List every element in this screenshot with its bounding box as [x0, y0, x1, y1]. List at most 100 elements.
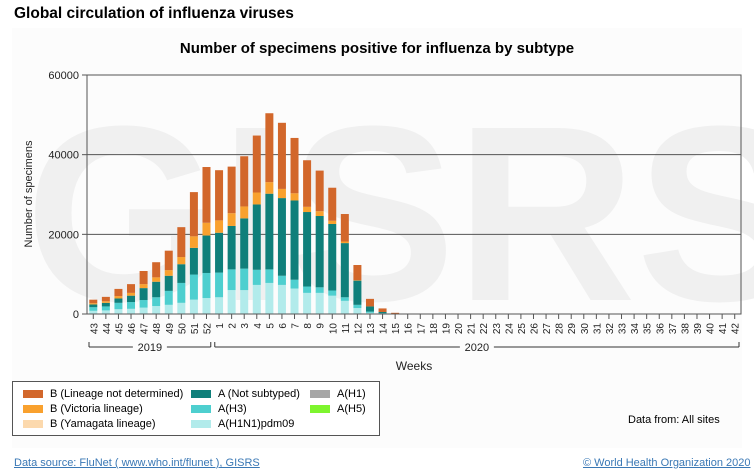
bar-segment	[202, 272, 211, 299]
x-tick-label: 19	[441, 323, 452, 335]
copyright-link[interactable]: © World Health Organization 2020	[583, 457, 751, 469]
page-title: Global circulation of influenza viruses	[14, 5, 294, 22]
bar-segment	[101, 301, 110, 303]
bar-segment	[139, 300, 148, 308]
bar-segment	[265, 269, 274, 283]
x-tick-label: 44	[102, 323, 113, 335]
bar-segment	[164, 270, 173, 276]
x-tick-label: 48	[152, 323, 163, 335]
bar-segment	[89, 310, 98, 314]
bar-segment	[152, 277, 161, 282]
bar-segment	[378, 308, 387, 313]
bar-segment	[240, 218, 249, 269]
x-tick-label: 47	[140, 323, 151, 335]
bar-segment	[114, 288, 123, 297]
bar-segment	[164, 275, 173, 291]
bar-segment	[303, 292, 312, 314]
x-tick-label: 18	[429, 323, 440, 335]
bar-segment	[177, 264, 186, 283]
bar-segment	[189, 299, 198, 314]
bar-segment	[240, 290, 249, 314]
bar-segment	[114, 298, 123, 303]
bar-segment	[365, 298, 374, 307]
bar-segment	[277, 198, 286, 276]
y-tick-label: 40000	[48, 150, 79, 162]
x-tick-label: 10	[328, 323, 339, 335]
x-tick-label: 2	[228, 323, 239, 329]
bar-segment	[391, 312, 400, 314]
y-tick-label: 0	[73, 309, 79, 321]
bar-segment	[89, 299, 98, 304]
x-tick-label: 23	[492, 323, 503, 335]
x-tick-label: 28	[555, 323, 566, 335]
legend-label: A(H5)	[337, 403, 366, 415]
chart-title: Number of specimens positive for influen…	[179, 40, 575, 57]
x-tick-label: 52	[202, 323, 213, 335]
legend-swatch	[191, 390, 211, 398]
bar-segment	[127, 284, 136, 293]
chart-panel	[12, 28, 742, 448]
bar-segment	[227, 225, 236, 270]
bar-segment	[365, 312, 374, 314]
bar-segment	[353, 304, 362, 309]
bar-segment	[101, 296, 110, 302]
x-tick-label: 20	[454, 323, 465, 335]
x-tick-label: 31	[592, 323, 603, 335]
bar-segment	[215, 170, 224, 221]
bar-segment	[353, 280, 362, 305]
bar-segment	[101, 310, 110, 314]
bar-segment	[303, 206, 312, 213]
bar-segment	[227, 213, 236, 226]
x-tick-label: 9	[316, 323, 327, 329]
legend: B (Lineage not determined) B (Victoria l…	[12, 381, 380, 436]
bar-segment	[177, 282, 186, 303]
y-tick-label: 20000	[48, 229, 79, 241]
legend-label: B (Lineage not determined)	[50, 388, 184, 400]
x-tick-label: 35	[643, 323, 654, 335]
bar-segment	[353, 280, 362, 281]
legend-label: B (Victoria lineage)	[50, 403, 143, 415]
legend-label: A (Not subtyped)	[218, 388, 300, 400]
bar-segment	[315, 292, 324, 314]
bar-segment	[277, 284, 286, 314]
y-tick-label: 60000	[48, 70, 79, 82]
bar-segment	[164, 304, 173, 314]
x-tick-label: 6	[278, 323, 289, 329]
x-axis-label: Weeks	[396, 359, 432, 373]
bar-segment	[215, 220, 224, 233]
bar-segment	[114, 296, 123, 299]
bar-segment	[315, 170, 324, 212]
legend-swatch	[191, 420, 211, 428]
legend-label: A(H1)	[337, 388, 366, 400]
bar-segment	[152, 281, 161, 298]
bar-segment	[328, 223, 337, 291]
bar-segment	[202, 235, 211, 273]
bar-segment	[139, 284, 148, 289]
bar-segment	[152, 262, 161, 278]
x-tick-label: 1	[215, 323, 226, 329]
legend-swatch	[23, 420, 43, 428]
x-tick-label: 24	[504, 323, 515, 335]
bar-segment	[240, 156, 249, 207]
legend-item: B (Yamagata lineage)	[23, 418, 156, 430]
year-label: 2019	[138, 342, 162, 354]
bar-segment	[89, 304, 98, 308]
bar-segment	[177, 302, 186, 314]
bar-segment	[340, 241, 349, 244]
bar-segment	[290, 279, 299, 289]
data-source-link[interactable]: Data source: FluNet ( www.who.int/flunet…	[14, 457, 260, 469]
legend-item: B (Victoria lineage)	[23, 403, 143, 415]
bar-segment	[202, 167, 211, 223]
x-tick-label: 27	[542, 323, 553, 335]
x-tick-label: 5	[265, 323, 276, 329]
bar-segment	[252, 269, 261, 285]
legend-item: A(H5)	[310, 403, 366, 415]
bar-segment	[328, 187, 337, 221]
x-tick-label: 32	[605, 323, 616, 335]
bar-segment	[315, 287, 324, 293]
bar-segment	[340, 297, 349, 301]
bar-segment	[164, 250, 173, 271]
x-tick-label: 43	[89, 323, 100, 335]
bar-segment	[265, 282, 274, 314]
